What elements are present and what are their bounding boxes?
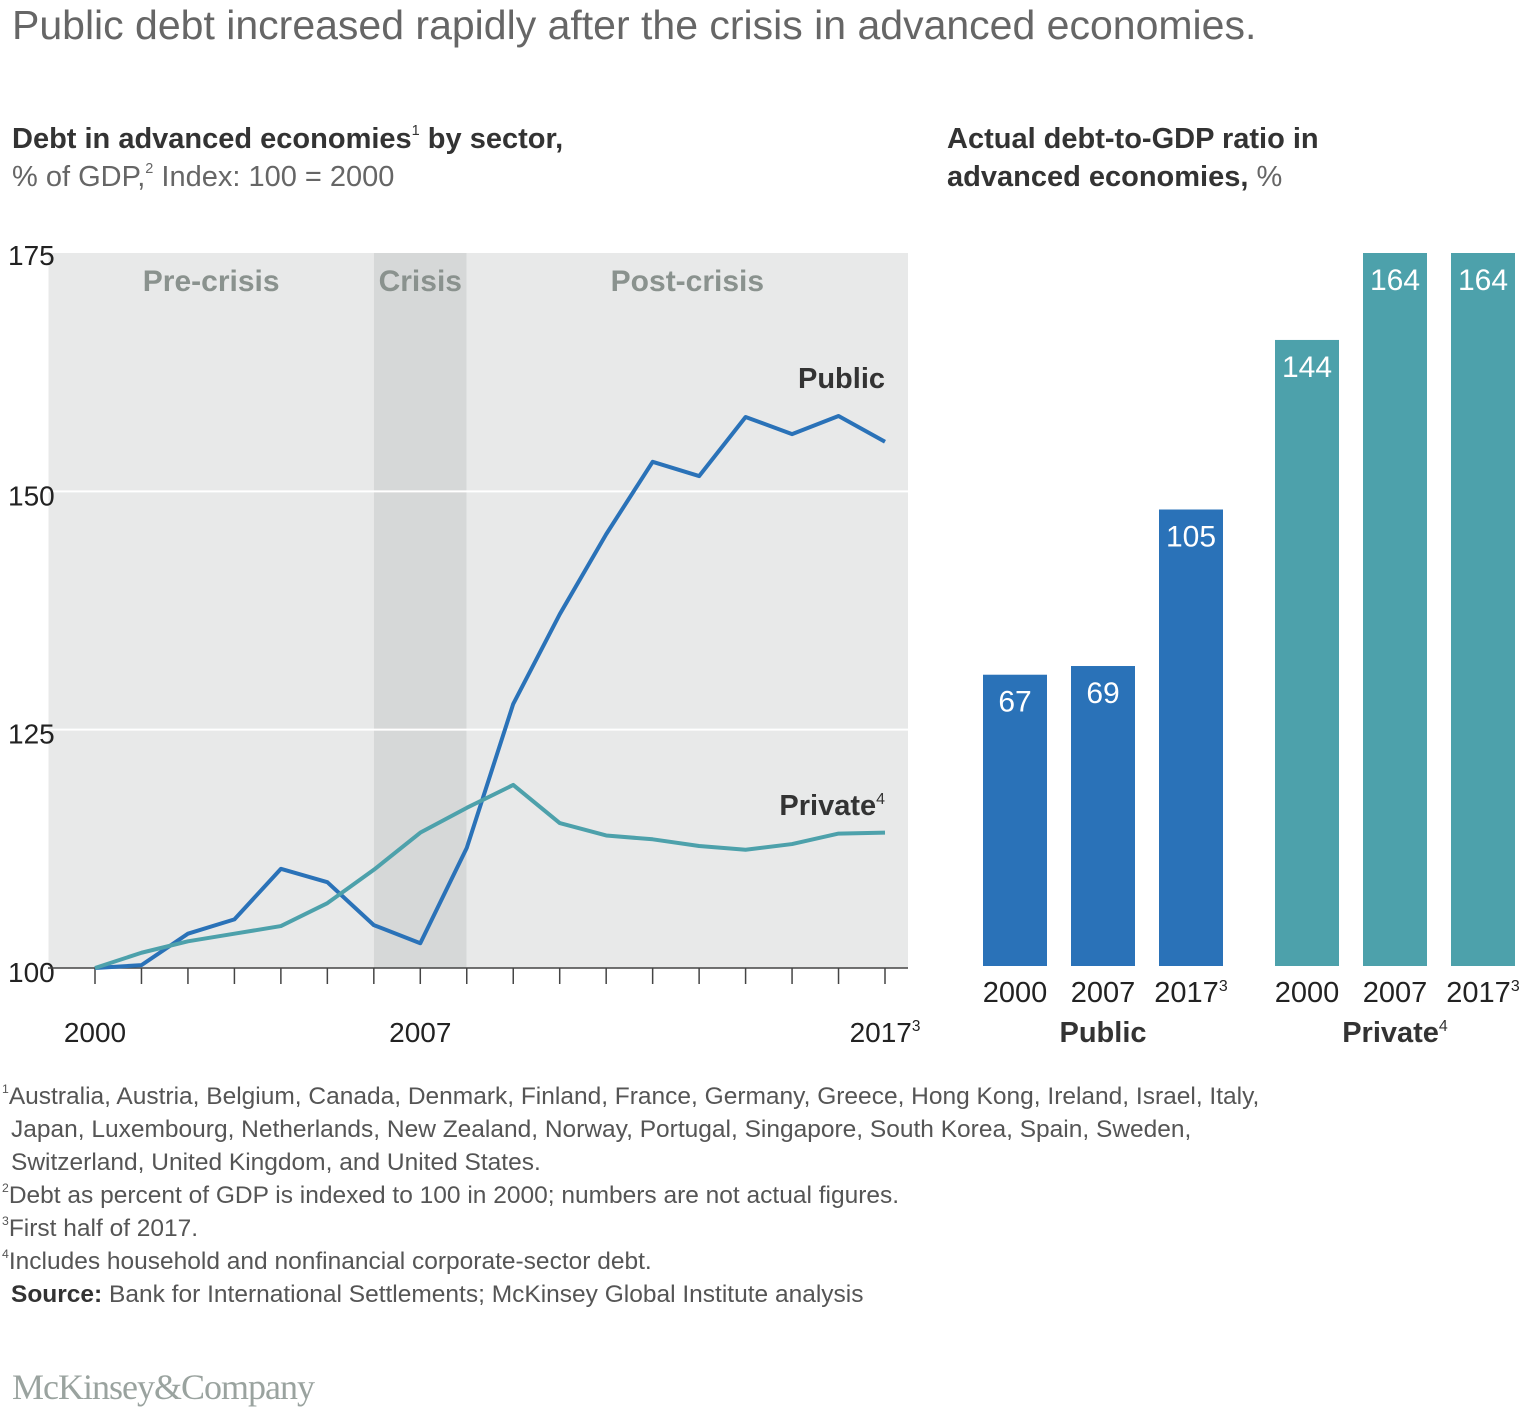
- footnote-text: Australia, Austria, Belgium, Canada, Den…: [8, 1083, 1260, 1110]
- bar-private-2007: [1363, 253, 1427, 966]
- bar-private-2017: [1451, 253, 1515, 966]
- bar-group-label: Private4: [1342, 1017, 1448, 1049]
- bar-chart-title: Actual debt-to-GDP ratio in advanced eco…: [947, 120, 1319, 196]
- bar-public-2017: [1159, 509, 1223, 966]
- bar-category-label: 20173: [1446, 977, 1520, 1009]
- region-label: Crisis: [379, 265, 462, 298]
- footnote-2: 2Debt as percent of GDP is indexed to 10…: [2, 1179, 1259, 1212]
- line-chart-title-main: Debt in advanced economies: [12, 123, 412, 155]
- region-label: Pre-crisis: [143, 265, 280, 298]
- x-tick-label: 2000: [64, 1017, 126, 1048]
- bar-group-label: Public: [1059, 1017, 1146, 1049]
- footnote-text: First half of 2017.: [8, 1215, 199, 1242]
- x-tick-label: 2007: [389, 1017, 451, 1048]
- series-label-private: Private4: [779, 790, 885, 822]
- footnote-3: 3First half of 2017.: [2, 1212, 1259, 1245]
- footnote-1: 1Australia, Austria, Belgium, Canada, De…: [2, 1080, 1259, 1113]
- y-tick-label: 100: [8, 957, 55, 988]
- footnote-ref: 1: [411, 122, 420, 139]
- footnote-1-line3: Switzerland, United Kingdom, and United …: [11, 1149, 541, 1176]
- footnote-number: 2: [2, 1180, 9, 1195]
- y-tick-label: 125: [8, 719, 55, 750]
- bar-private-2000: [1275, 339, 1339, 966]
- bar-category-label: 20173: [1154, 977, 1228, 1009]
- y-tick-label: 175: [8, 240, 55, 271]
- bar-category-label: 2007: [1363, 977, 1428, 1009]
- footnote-number: 1: [2, 1081, 9, 1096]
- bar-public-2000: [983, 674, 1047, 966]
- bar-value-label: 164: [1458, 264, 1508, 297]
- y-tick-label: 150: [8, 480, 55, 511]
- footnote-number: 4: [2, 1246, 9, 1261]
- line-chart-title-end: by sector,: [419, 123, 564, 155]
- footnote-ref: 2: [145, 160, 154, 177]
- line-chart-subtitle-end: Index: 100 = 2000: [153, 161, 395, 193]
- region-label: Post-crisis: [611, 265, 764, 298]
- mckinsey-logo: McKinsey&Company: [12, 1367, 315, 1407]
- footnote-text: Includes household and nonfinancial corp…: [8, 1248, 652, 1275]
- bar-value-label: 164: [1370, 264, 1420, 297]
- line-chart-title: Debt in advanced economies1 by sector, %…: [12, 120, 563, 196]
- footnote-text: Debt as percent of GDP is indexed to 100…: [8, 1182, 900, 1209]
- series-label-public: Public: [798, 363, 885, 395]
- bar-value-label: 105: [1166, 521, 1216, 554]
- bar-value-label: 69: [1086, 677, 1119, 710]
- bar-public-2007: [1071, 666, 1135, 966]
- region-crisis: [373, 253, 467, 968]
- series-line-public: [94, 414, 886, 970]
- series-line-private: [94, 782, 886, 970]
- bar-category-label: 2000: [1275, 977, 1340, 1009]
- bar-chart-title-line1: Actual debt-to-GDP ratio in: [947, 123, 1319, 155]
- bar-category-label: 2007: [1071, 977, 1136, 1009]
- source-label: Source:: [11, 1281, 103, 1308]
- bar-category-label: 2000: [983, 977, 1048, 1009]
- source-text: Bank for International Settlements; McKi…: [102, 1281, 864, 1308]
- bar-value-label: 144: [1282, 351, 1332, 384]
- charts-svg: Pre-crisis Crisis Post-crisis 100 125 150 175 2…: [8, 240, 1520, 1049]
- bar-chart-unit: %: [1248, 161, 1283, 193]
- line-chart-subtitle: % of GDP,: [12, 161, 146, 193]
- bar-value-label: 67: [998, 686, 1031, 719]
- x-tick-label: 20173: [850, 1017, 921, 1048]
- source: Source: Bank for International Settlemen…: [2, 1278, 1259, 1311]
- footnotes: 1Australia, Austria, Belgium, Canada, De…: [2, 1080, 1259, 1311]
- page-title: Public debt increased rapidly after the …: [12, 2, 1257, 48]
- bar-chart-title-line2: advanced economies,: [947, 161, 1249, 193]
- footnote-4: 4Includes household and nonfinancial cor…: [2, 1245, 1259, 1278]
- footnote-1-line2: Japan, Luxembourg, Netherlands, New Zeal…: [11, 1116, 1192, 1143]
- region-pre-crisis: [48, 253, 374, 968]
- region-post-crisis: [466, 253, 908, 968]
- footnote-number: 3: [2, 1213, 9, 1228]
